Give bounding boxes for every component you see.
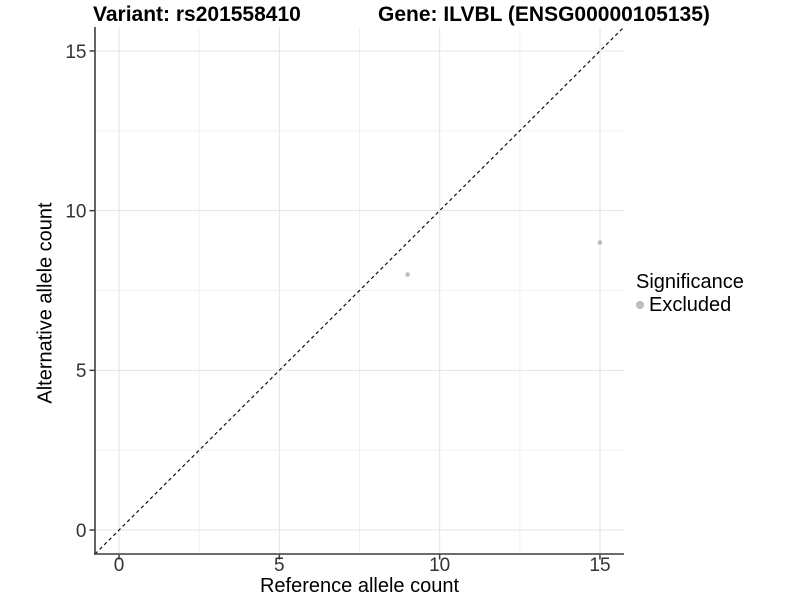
gene-title: Gene: ILVBL (ENSG00000105135) <box>378 3 710 26</box>
x-tick-label: 0 <box>114 555 125 576</box>
data-point <box>405 272 410 277</box>
identity-line <box>94 26 625 555</box>
x-axis-title: Reference allele count <box>259 575 459 597</box>
legend-item-label: Excluded <box>649 294 732 316</box>
y-axis-title: Alternative allele count <box>34 202 57 404</box>
x-tick-label: 5 <box>274 555 285 576</box>
excluded-marker-icon <box>636 301 644 309</box>
y-tick-label: 15 <box>65 42 86 63</box>
legend-title: Significance <box>636 271 744 293</box>
y-tick-label: 0 <box>76 521 87 542</box>
legend-item-excluded: Excluded <box>636 294 744 316</box>
x-tick-label: 10 <box>429 555 450 576</box>
y-tick-label: 10 <box>65 201 86 222</box>
y-tick-label: 5 <box>76 361 87 382</box>
data-point <box>597 240 603 245</box>
x-tick-label: 15 <box>589 555 610 576</box>
legend: Significance Excluded <box>636 271 744 316</box>
variant-title: Variant: rs201558410 <box>93 3 301 26</box>
